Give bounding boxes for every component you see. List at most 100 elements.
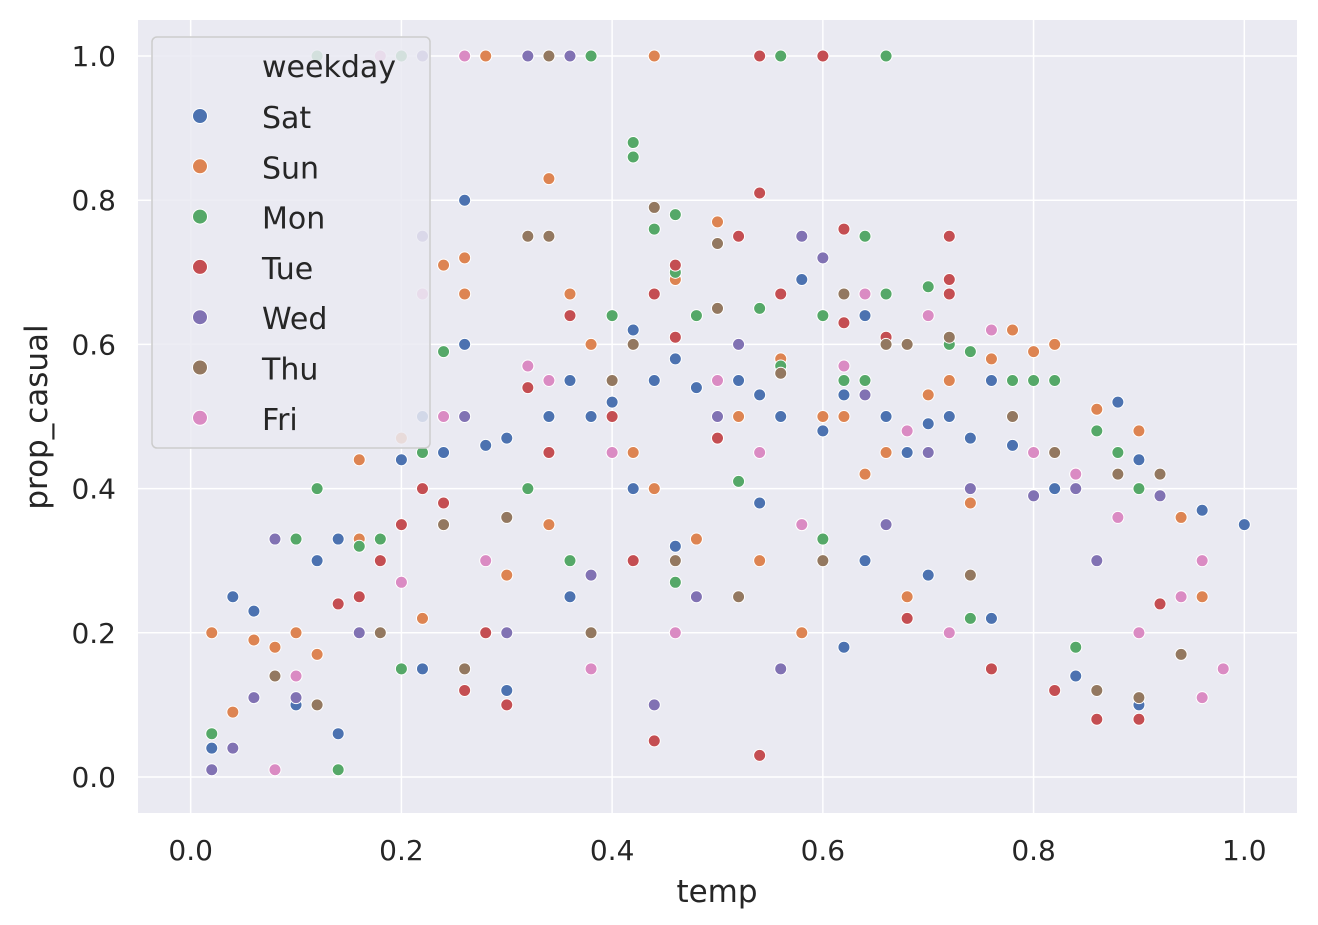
legend-label-sun: Sun bbox=[262, 151, 319, 186]
data-point-thu bbox=[1090, 683, 1104, 697]
data-point-mon bbox=[816, 532, 830, 546]
data-point-sun bbox=[626, 446, 640, 460]
data-point-tue bbox=[837, 222, 851, 236]
data-point-sat bbox=[1195, 503, 1209, 517]
data-point-fri bbox=[668, 626, 682, 640]
data-point-wed bbox=[879, 518, 893, 532]
y-tick-label: 0.8 bbox=[71, 184, 116, 217]
data-point-tue bbox=[437, 496, 451, 510]
data-point-fri bbox=[521, 359, 535, 373]
data-point-tue bbox=[1132, 712, 1146, 726]
data-point-fri bbox=[858, 287, 872, 301]
data-point-sat bbox=[331, 727, 345, 741]
data-point-sat bbox=[984, 611, 998, 625]
data-point-tue bbox=[352, 590, 366, 604]
data-point-thu bbox=[373, 626, 387, 640]
data-point-mon bbox=[858, 373, 872, 387]
legend-label-wed: Wed bbox=[262, 302, 327, 337]
data-point-sat bbox=[415, 662, 429, 676]
data-point-tue bbox=[647, 287, 661, 301]
data-point-tue bbox=[942, 229, 956, 243]
data-point-sat bbox=[500, 683, 514, 697]
data-point-tue bbox=[837, 316, 851, 330]
legend-marker-mon bbox=[192, 208, 208, 225]
data-point-sat bbox=[542, 410, 556, 423]
data-point-thu bbox=[437, 518, 451, 532]
data-point-sat bbox=[310, 554, 324, 568]
legend-box bbox=[151, 36, 431, 449]
data-point-sun bbox=[732, 410, 746, 423]
data-point-mon bbox=[753, 301, 767, 315]
data-point-sun bbox=[879, 446, 893, 460]
data-point-sat bbox=[1111, 395, 1125, 409]
data-point-fri bbox=[1216, 662, 1230, 676]
data-point-sun bbox=[647, 49, 661, 63]
data-point-wed bbox=[1090, 554, 1104, 568]
data-point-fri bbox=[1174, 590, 1188, 604]
data-point-mon bbox=[963, 611, 977, 625]
data-point-thu bbox=[647, 200, 661, 214]
data-point-sun bbox=[963, 496, 977, 510]
data-point-sat bbox=[205, 741, 219, 755]
data-point-sat bbox=[1069, 669, 1083, 683]
data-point-sun bbox=[205, 626, 219, 640]
y-tick-label: 0.6 bbox=[71, 328, 116, 361]
data-point-thu bbox=[837, 287, 851, 301]
y-tick-labels: 0.0 0.2 0.4 0.6 0.8 1.0 bbox=[71, 40, 116, 794]
x-tick-labels: 0.0 0.2 0.4 0.6 0.8 1.0 bbox=[168, 834, 1266, 867]
data-point-thu bbox=[1048, 446, 1062, 460]
data-point-mon bbox=[352, 539, 366, 553]
y-tick-label: 0.0 bbox=[71, 761, 116, 794]
data-point-fri bbox=[479, 554, 493, 568]
x-tick-label: 0.0 bbox=[168, 834, 213, 867]
legend-marker-fri bbox=[192, 409, 208, 426]
data-point-mon bbox=[689, 309, 703, 323]
data-point-sat bbox=[563, 373, 577, 387]
data-point-sun bbox=[500, 568, 514, 582]
legend-label-thu: Thu bbox=[261, 353, 318, 388]
x-tick-label: 0.6 bbox=[801, 834, 846, 867]
data-point-sun bbox=[247, 633, 261, 647]
data-point-mon bbox=[1111, 446, 1125, 460]
data-point-thu bbox=[1174, 647, 1188, 661]
data-point-wed bbox=[458, 410, 472, 423]
data-point-thu bbox=[963, 568, 977, 582]
y-tick-label: 1.0 bbox=[71, 40, 116, 73]
data-point-sun bbox=[352, 453, 366, 467]
data-point-tue bbox=[394, 518, 408, 532]
data-point-tue bbox=[816, 49, 830, 63]
data-point-sun bbox=[437, 258, 451, 272]
data-point-mon bbox=[1069, 640, 1083, 654]
data-point-thu bbox=[668, 554, 682, 568]
data-point-tue bbox=[605, 410, 619, 423]
data-point-wed bbox=[816, 251, 830, 265]
data-point-sun bbox=[753, 554, 767, 568]
data-point-wed bbox=[858, 388, 872, 402]
data-point-sun bbox=[984, 352, 998, 366]
data-point-sat bbox=[605, 395, 619, 409]
data-point-sat bbox=[858, 554, 872, 568]
x-axis-label: temp bbox=[676, 874, 757, 910]
data-point-sun bbox=[837, 410, 851, 423]
data-point-sat bbox=[394, 453, 408, 467]
x-tick-label: 0.4 bbox=[590, 834, 635, 867]
legend-title: weekday bbox=[262, 50, 396, 85]
data-point-tue bbox=[415, 482, 429, 496]
data-point-sun bbox=[310, 647, 324, 661]
data-point-sun bbox=[584, 337, 598, 351]
data-point-sat bbox=[331, 532, 345, 546]
data-point-wed bbox=[584, 568, 598, 582]
data-point-mon bbox=[626, 136, 640, 150]
data-point-mon bbox=[205, 727, 219, 741]
data-point-mon bbox=[521, 482, 535, 496]
data-point-fri bbox=[584, 662, 598, 676]
data-point-thu bbox=[542, 49, 556, 63]
data-point-sat bbox=[479, 438, 493, 452]
data-point-sat bbox=[647, 373, 661, 387]
data-point-thu bbox=[816, 554, 830, 568]
data-point-sun bbox=[921, 388, 935, 402]
data-point-tue bbox=[753, 49, 767, 63]
data-point-mon bbox=[816, 309, 830, 323]
data-point-wed bbox=[226, 741, 240, 755]
data-point-sat bbox=[1132, 453, 1146, 467]
